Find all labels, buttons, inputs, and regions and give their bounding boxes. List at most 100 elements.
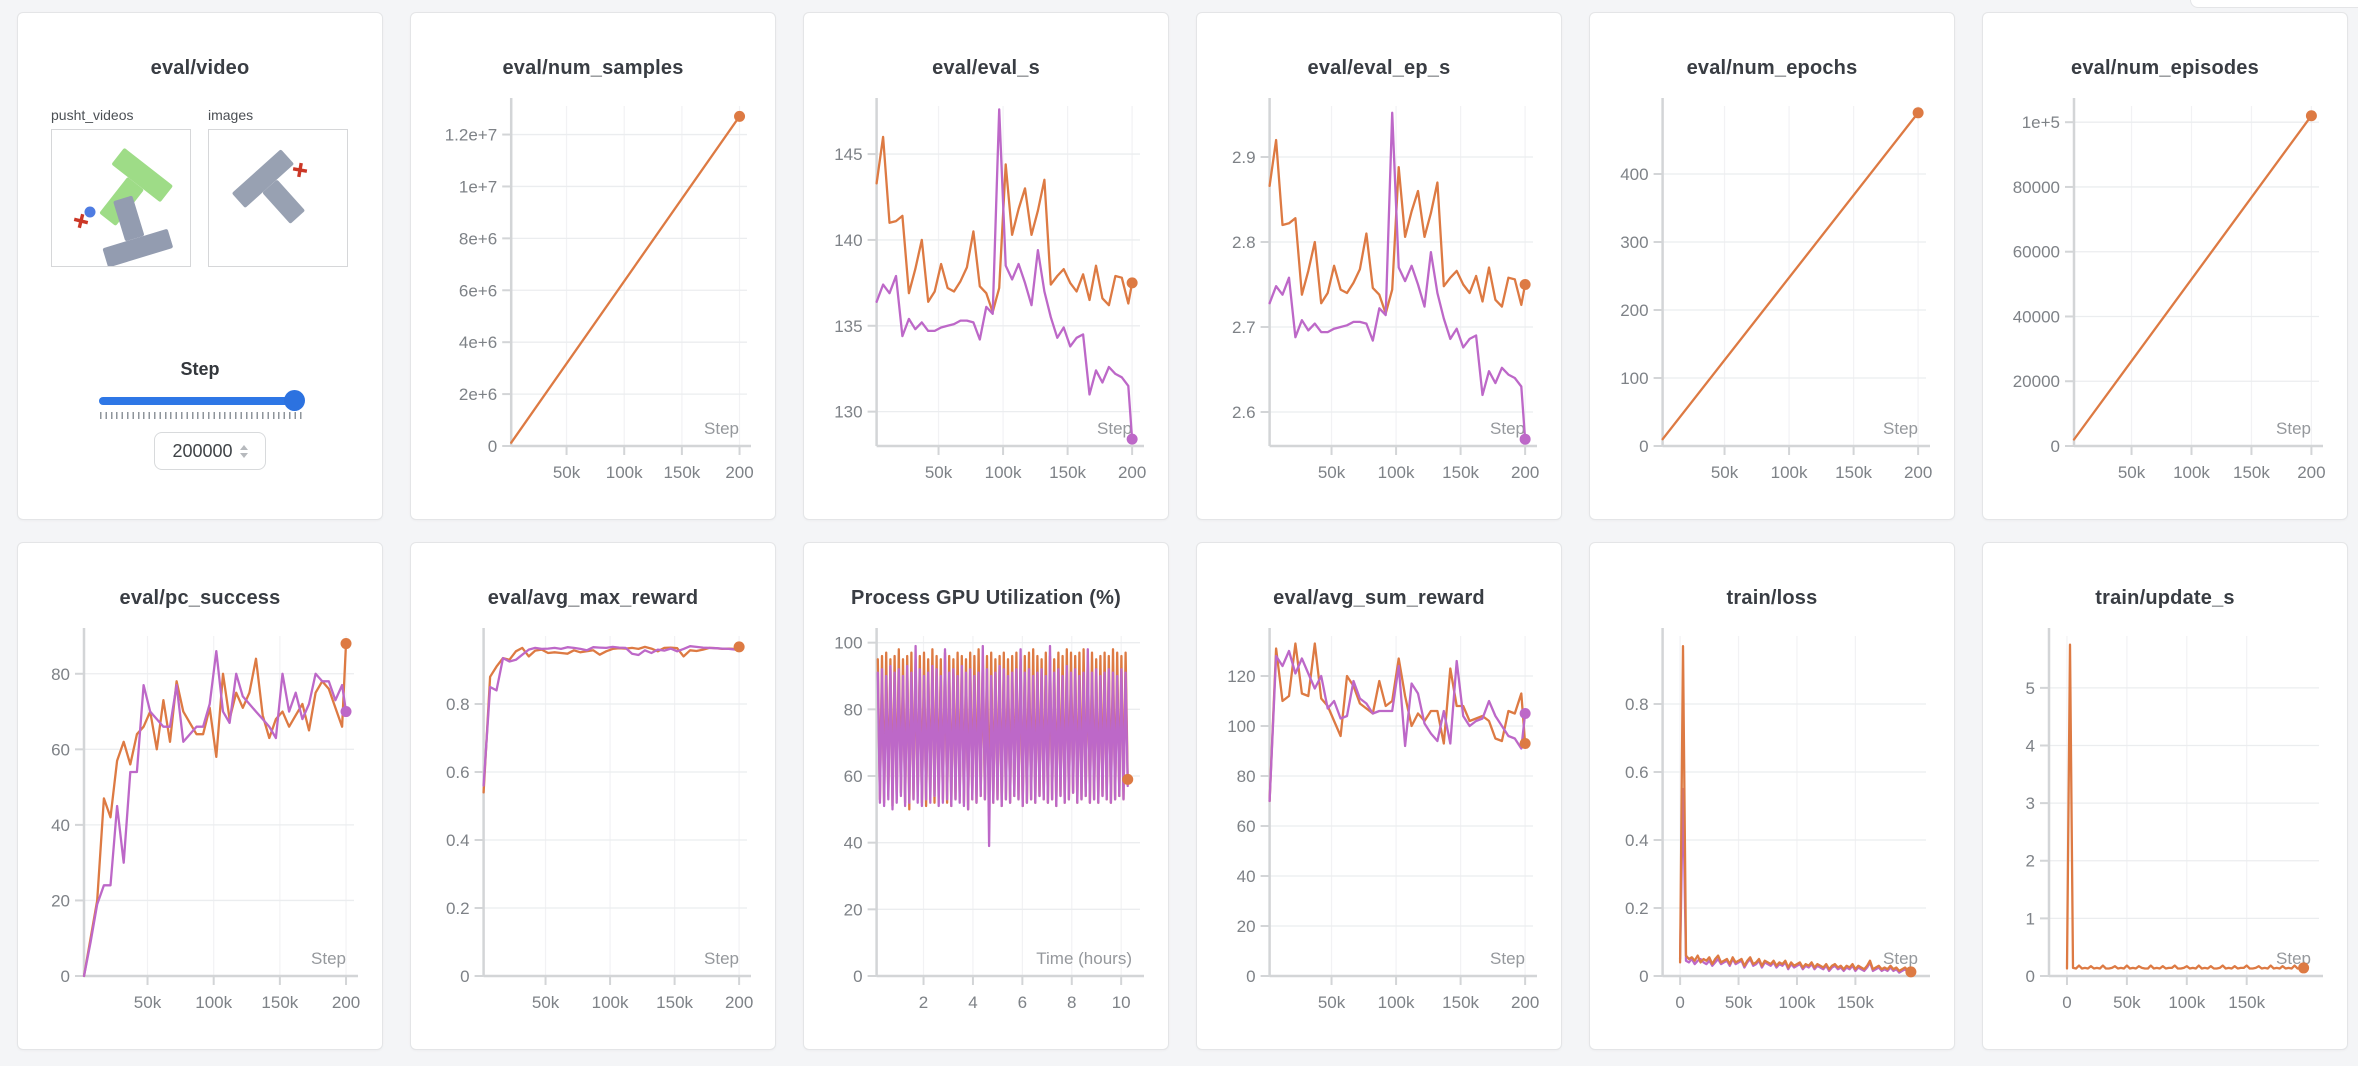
svg-text:50k: 50k (2113, 993, 2141, 1012)
svg-text:0.8: 0.8 (1625, 695, 1649, 714)
step-slider-track[interactable] (99, 397, 301, 405)
svg-text:100k: 100k (592, 993, 629, 1012)
line-chart-eval-num-epochs[interactable]: 0 100 200 300 400 50k 100k 150k 200 Step (1590, 93, 1956, 513)
line-chart-eval-num-samples[interactable]: 0 2e+6 4e+6 6e+6 8e+6 1e+7 1.2e+7 50k 100k 150k 20… (411, 93, 777, 513)
step-slider-knob[interactable] (284, 390, 305, 411)
svg-text:Step: Step (704, 949, 739, 968)
line-chart-eval-avg-sum-reward[interactable]: 0 20 40 60 80 100 120 50k 100k 150k 200 Step (1197, 623, 1563, 1043)
media-key-label-images: images (208, 107, 254, 123)
step-number-input[interactable]: 200000 (154, 432, 266, 470)
line-chart-eval-pc-success[interactable]: 0 20 40 60 80 50k 100k 150k 200 Step (18, 623, 384, 1043)
svg-text:2e+6: 2e+6 (459, 385, 497, 404)
svg-text:200: 200 (2297, 463, 2325, 482)
svg-text:0: 0 (1675, 993, 1684, 1012)
spinner-up-icon[interactable] (239, 444, 248, 450)
svg-text:150k: 150k (261, 993, 298, 1012)
svg-text:Step: Step (1490, 949, 1525, 968)
step-spinner[interactable] (239, 444, 248, 458)
svg-text:2.7: 2.7 (1232, 318, 1256, 337)
svg-text:0: 0 (853, 967, 862, 986)
svg-text:Step: Step (1097, 419, 1132, 438)
video-thumbnail-images[interactable] (208, 129, 348, 267)
svg-text:Step: Step (1490, 419, 1525, 438)
svg-text:300: 300 (1620, 233, 1648, 252)
svg-text:200: 200 (1904, 463, 1932, 482)
svg-text:150k: 150k (2228, 993, 2265, 1012)
svg-text:0: 0 (2062, 993, 2071, 1012)
svg-text:150k: 150k (1837, 993, 1874, 1012)
svg-text:2.9: 2.9 (1232, 148, 1256, 167)
pusht-scene-image (73, 148, 173, 268)
svg-text:100: 100 (1620, 369, 1648, 388)
cut-off-panel-edge (2190, 0, 2358, 8)
svg-text:20: 20 (1237, 917, 1256, 936)
svg-text:20: 20 (844, 900, 863, 919)
svg-text:50k: 50k (532, 993, 560, 1012)
panel-title: eval/avg_sum_reward (1273, 587, 1485, 609)
svg-text:120: 120 (1227, 667, 1255, 686)
svg-text:2: 2 (2026, 852, 2035, 871)
svg-text:20: 20 (51, 891, 70, 910)
line-chart-eval-num-episodes[interactable]: 0 20000 40000 60000 80000 1e+5 50k 100k 150k 200 S… (1983, 93, 2349, 513)
svg-text:100k: 100k (195, 993, 232, 1012)
svg-text:Step: Step (704, 419, 739, 438)
panel-title: eval/num_epochs (1686, 57, 1858, 79)
panel-train-update-s: train/update_s 0 1 2 3 4 5 0 50k 100k 150k Step (1982, 542, 2348, 1050)
line-chart-eval-eval-s[interactable]: 130 135 140 145 50k 100k 150k 200 Step (804, 93, 1170, 513)
svg-text:40: 40 (844, 834, 863, 853)
line-chart-gpu-utilization[interactable]: 0 20 40 60 80 100 2 4 6 8 10 Time (hours) (804, 623, 1170, 1043)
panel-title: eval/eval_ep_s (1307, 57, 1451, 79)
line-chart-train-loss[interactable]: 0 0.2 0.4 0.6 0.8 0 50k 100k 150k Step (1590, 623, 1956, 1043)
svg-text:1.2e+7: 1.2e+7 (445, 126, 497, 145)
svg-text:100k: 100k (1378, 993, 1415, 1012)
svg-text:100k: 100k (1779, 993, 1816, 1012)
svg-text:20000: 20000 (2013, 372, 2060, 391)
panel-train-loss: train/loss 0 0.2 0.4 0.6 0.8 0 50k 100k 150k Step (1589, 542, 1955, 1050)
svg-text:0: 0 (488, 437, 497, 456)
spinner-down-icon[interactable] (239, 452, 248, 458)
svg-text:0.4: 0.4 (446, 831, 470, 850)
svg-text:150k: 150k (1442, 463, 1479, 482)
svg-text:200: 200 (1511, 993, 1539, 1012)
svg-text:50k: 50k (1318, 463, 1346, 482)
svg-text:100k: 100k (606, 463, 643, 482)
panel-title: Process GPU Utilization (%) (851, 587, 1121, 609)
svg-text:60000: 60000 (2013, 243, 2060, 262)
svg-text:3: 3 (2026, 794, 2035, 813)
panel-gpu-utilization: Process GPU Utilization (%) 0 20 40 60 80 100… (803, 542, 1169, 1050)
svg-text:60: 60 (844, 767, 863, 786)
svg-text:0: 0 (61, 967, 70, 986)
svg-text:100: 100 (834, 634, 862, 653)
svg-text:10: 10 (1112, 993, 1131, 1012)
svg-text:100k: 100k (2168, 993, 2205, 1012)
svg-text:0.2: 0.2 (446, 899, 470, 918)
svg-text:100k: 100k (2173, 463, 2210, 482)
svg-text:60: 60 (51, 740, 70, 759)
svg-text:100k: 100k (1771, 463, 1808, 482)
svg-text:145: 145 (834, 145, 862, 164)
line-chart-eval-eval-ep-s[interactable]: 2.6 2.7 2.8 2.9 50k 100k 150k 200 Step (1197, 93, 1563, 513)
media-key-label-pusht-videos: pusht_videos (51, 107, 134, 123)
line-chart-eval-avg-max-reward[interactable]: 0 0.2 0.4 0.6 0.8 50k 100k 150k 200 Step (411, 623, 777, 1043)
svg-text:0.4: 0.4 (1625, 831, 1649, 850)
svg-text:50k: 50k (925, 463, 953, 482)
step-slider-label: Step (180, 359, 220, 379)
panel-title: eval/video (150, 57, 250, 79)
svg-text:200: 200 (725, 993, 753, 1012)
panel-eval-num-epochs: eval/num_epochs 0 100 200 300 400 50k 100k 150k… (1589, 12, 1955, 520)
video-thumbnail-pusht[interactable] (51, 129, 191, 268)
svg-text:200: 200 (1511, 463, 1539, 482)
svg-text:1e+7: 1e+7 (459, 177, 497, 196)
svg-text:2.8: 2.8 (1232, 233, 1256, 252)
svg-text:2.6: 2.6 (1232, 403, 1256, 422)
panel-title: train/update_s (2095, 587, 2235, 609)
svg-text:200: 200 (725, 463, 753, 482)
svg-text:40000: 40000 (2013, 307, 2060, 326)
svg-text:80: 80 (844, 700, 863, 719)
step-value: 200000 (172, 440, 233, 461)
svg-text:130: 130 (834, 403, 862, 422)
svg-text:50k: 50k (1318, 993, 1346, 1012)
line-chart-train-update-s[interactable]: 0 1 2 3 4 5 0 50k 100k 150k Step (1983, 623, 2349, 1043)
panel-eval-eval-ep-s: eval/eval_ep_s 2.6 2.7 2.8 2.9 50k 100k 150k 20… (1196, 12, 1562, 520)
